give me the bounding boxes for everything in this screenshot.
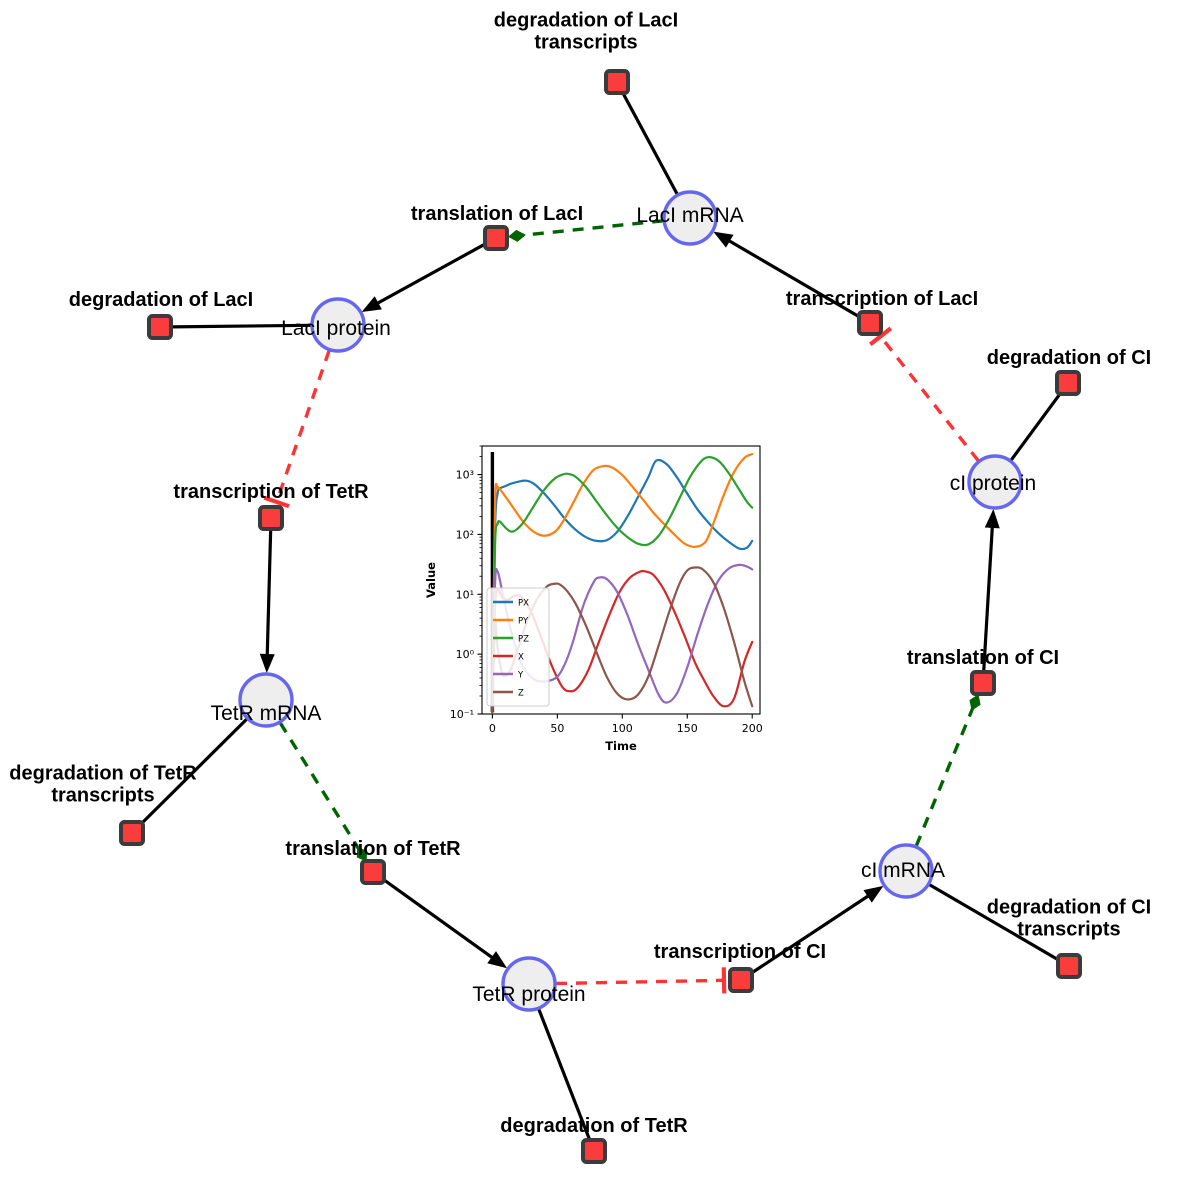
- edge-ci_protein-to-transcr_laci: [880, 336, 980, 462]
- edge-transcr_tetr-to-tetr_mrna: [265, 529, 273, 657]
- legend-label-Y: Y: [517, 671, 524, 681]
- edge-transl_tetr-to-tetr_protein: [381, 877, 495, 960]
- diamond-head-icon: [507, 229, 526, 242]
- series-line-PZ: [491, 456, 754, 714]
- x-tick-label: 0: [489, 722, 496, 735]
- edge-deg_ci_transcripts-to-ci_mrna: [928, 883, 1060, 962]
- reaction-label-deg_tetr_transcripts: degradation of TetR transcripts: [9, 762, 197, 807]
- x-axis-label: Time: [605, 739, 637, 753]
- arrowhead-icon: [259, 653, 275, 674]
- reaction-node-deg_ci[interactable]: [1055, 370, 1081, 396]
- reaction-node-deg_ci_transcripts[interactable]: [1056, 953, 1082, 979]
- reaction-node-deg_tetr_transcripts[interactable]: [119, 820, 145, 846]
- species-node-laci_protein[interactable]: [310, 297, 366, 353]
- species-node-laci_mrna[interactable]: [662, 190, 718, 246]
- y-tick-label: 10¹: [456, 588, 474, 601]
- arrowhead-icon: [361, 296, 382, 312]
- y-tick-label: 10⁰: [456, 648, 475, 661]
- edge-transcr_laci-to-laci_mrna: [727, 238, 861, 319]
- y-axis-label: Value: [424, 562, 438, 598]
- reaction-label-transl_ci: translation of CI: [906, 646, 1060, 669]
- reaction-node-deg_tetr[interactable]: [581, 1138, 607, 1164]
- reaction-label-transcr_tetr: transcription of TetR: [173, 480, 369, 503]
- edge-laci_protein-to-transcr_tetr: [275, 349, 331, 501]
- reaction-label-deg_laci: degradation of LacI: [68, 288, 254, 311]
- edge-deg_laci_transcripts-to-laci_mrna: [621, 91, 679, 195]
- series-line-PX: [491, 458, 754, 714]
- inhibition-tee-icon: [263, 495, 290, 509]
- edge-ci_mrna-to-transl_ci: [914, 707, 975, 847]
- simulation-plot: 10⁻¹ 10⁰ 10¹ 10² 10³ 0 50 100 150 200 Time Value PX P…: [417, 428, 767, 758]
- inhibition-tee-icon: [868, 326, 893, 347]
- x-tick-label: 200: [742, 722, 763, 735]
- arrowhead-icon: [984, 508, 1000, 529]
- edge-deg_laci-to-laci_protein: [171, 323, 312, 329]
- species-node-ci_protein[interactable]: [967, 454, 1023, 510]
- reaction-label-deg_ci: degradation of CI: [986, 346, 1152, 369]
- species-node-tetr_mrna[interactable]: [238, 672, 294, 728]
- edge-transl_laci-to-laci_protein: [375, 242, 487, 306]
- chart-legend: PX PY PZ XYZ: [486, 587, 550, 707]
- arrowhead-icon: [487, 951, 508, 969]
- reaction-label-transcr_ci: transcription of CI: [653, 940, 827, 963]
- legend-label-Z: Z: [518, 689, 524, 699]
- legend-label-X: X: [518, 653, 524, 663]
- edge-deg_ci-to-ci_protein: [1009, 391, 1063, 462]
- edge-deg_tetr_transcripts-to-tetr_mrna: [139, 717, 248, 826]
- reaction-node-transl_laci[interactable]: [483, 225, 509, 251]
- reaction-node-deg_laci_transcripts[interactable]: [604, 69, 630, 95]
- reaction-node-transl_tetr[interactable]: [360, 859, 386, 885]
- y-tick-label: 10²: [456, 528, 474, 541]
- edge-tetr_protein-to-transcr_ci: [555, 978, 723, 986]
- arrowhead-icon: [863, 885, 884, 903]
- edge-deg_tetr-to-tetr_protein: [537, 1008, 592, 1141]
- x-tick-label: 100: [612, 722, 633, 735]
- x-tick-label: 150: [677, 722, 698, 735]
- legend-label-PZ: PZ: [518, 635, 529, 645]
- edge-transl_ci-to-ci_protein: [982, 525, 994, 672]
- edge-laci_mrna-to-transl_laci: [522, 219, 664, 237]
- reaction-node-deg_laci[interactable]: [147, 314, 173, 340]
- series-line-PY: [491, 452, 754, 714]
- reaction-label-transl_tetr: translation of TetR: [285, 837, 461, 860]
- reaction-node-transcr_tetr[interactable]: [258, 505, 284, 531]
- legend-label-PY: PY: [518, 617, 529, 627]
- reaction-label-deg_tetr: degradation of TetR: [500, 1114, 688, 1137]
- species-node-tetr_protein[interactable]: [501, 956, 557, 1012]
- reaction-label-deg_laci_transcripts: degradation of LacI transcripts: [493, 9, 679, 54]
- species-node-ci_mrna[interactable]: [878, 843, 934, 899]
- reaction-label-transcr_laci: transcription of LacI: [785, 287, 979, 310]
- reaction-label-transl_laci: translation of LacI: [410, 202, 584, 225]
- reaction-node-transcr_laci[interactable]: [857, 310, 883, 336]
- y-tick-label: 10⁻¹: [450, 708, 474, 721]
- legend-label-PX: PX: [518, 599, 529, 609]
- diamond-head-icon: [356, 846, 368, 862]
- edge-transcr_ci-to-ci_mrna: [750, 893, 871, 975]
- diamond-head-icon: [969, 694, 981, 711]
- arrowhead-icon: [713, 231, 734, 248]
- y-tick-label: 10³: [456, 469, 474, 482]
- edge-tetr_mrna-to-transl_tetr: [278, 722, 361, 850]
- reaction-label-deg_ci_transcripts: degradation of CI transcripts: [986, 896, 1152, 941]
- reaction-node-transl_ci[interactable]: [970, 670, 996, 696]
- reaction-node-transcr_ci[interactable]: [728, 967, 754, 993]
- x-tick-label: 50: [550, 722, 564, 735]
